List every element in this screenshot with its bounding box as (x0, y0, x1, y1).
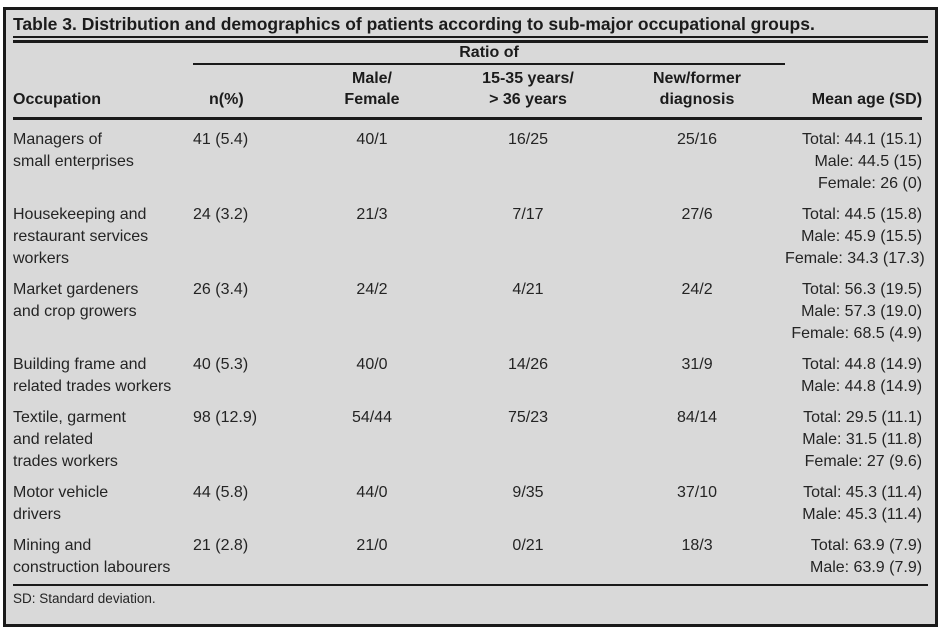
table-row: Mining and construction labourers 21 (2.8)… (13, 526, 922, 579)
cell-n-pct: 24 (3.2) (193, 206, 249, 223)
header-age-ratio: > 36 years (447, 89, 609, 120)
cell-n-pct: 44 (5.8) (193, 484, 249, 501)
footer-rule: SD: Standard deviation. (13, 584, 928, 607)
cell-mean-age: Total: 44.8 (14.9) Male: 44.8 (14.9) (801, 356, 923, 395)
cell-mean-age: Total: 44.1 (15.1) Male: 44.5 (15) Female:… (801, 131, 923, 192)
cell-n-pct: 40 (5.3) (193, 356, 249, 373)
header-male-female: Female (297, 89, 447, 120)
cell-diagnosis-ratio: 84/14 (677, 409, 718, 426)
cell-age-ratio: 0/21 (512, 537, 544, 554)
header-npct-top (193, 64, 297, 89)
cell-male-female: 40/0 (356, 356, 388, 373)
table-row: Market gardeners and crop growers 26 (3.4)… (13, 270, 922, 345)
title-rule (13, 36, 928, 43)
cell-male-female: 54/44 (351, 409, 393, 426)
cell-age-ratio: 4/21 (512, 281, 544, 298)
cell-occupation: Housekeeping and restaurant services worke… (13, 206, 149, 267)
header-npct: n(%) (193, 89, 297, 120)
header-row-top: Male/ 15-35 years/ New/former (13, 64, 922, 89)
cell-n-pct: 41 (5.4) (193, 131, 249, 148)
table-row: Building frame and related trades workers… (13, 345, 922, 398)
cell-diagnosis-ratio: 37/10 (677, 484, 718, 501)
cell-male-female: 21/0 (356, 537, 388, 554)
cell-diagnosis-ratio: 24/2 (681, 281, 713, 298)
header-mean-age-top (785, 64, 922, 89)
table-row: Motor vehicle drivers 44 (5.8) 44/0 9/35 37/1… (13, 473, 922, 526)
header-occupation-top (13, 64, 193, 89)
cell-male-female: 44/0 (356, 484, 388, 501)
header-diagnosis-top: New/former (653, 70, 742, 87)
cell-male-female: 40/1 (356, 131, 388, 148)
table-frame: Table 3. Distribution and demographics o… (3, 7, 938, 627)
header-occupation: Occupation (13, 89, 193, 120)
cell-occupation: Textile, garment and related trades worker… (13, 409, 126, 470)
header-mean-age: Mean age (SD) (785, 89, 923, 120)
table-body: Managers of small enterprises 41 (5.4) 40/1… (13, 119, 925, 580)
cell-occupation: Building frame and related trades workers (13, 356, 172, 395)
cell-diagnosis-ratio: 31/9 (681, 356, 713, 373)
header-diagnosis: diagnosis (609, 89, 786, 120)
table-row: Managers of small enterprises 41 (5.4) 40/1… (13, 119, 922, 196)
cell-n-pct: 26 (3.4) (193, 281, 249, 298)
ratio-of-spanner: Ratio of (193, 43, 786, 65)
cell-mean-age: Total: 44.5 (15.8) Male: 45.9 (15.5) Femal… (785, 206, 925, 267)
table-header: Ratio of Male/ 15-35 years/ New/former O… (13, 43, 923, 120)
header-age-ratio-top: 15-35 years/ (482, 70, 574, 87)
cell-male-female: 21/3 (356, 206, 388, 223)
cell-mean-age: Total: 56.3 (19.5) Male: 57.3 (19.0) Femal… (791, 281, 923, 342)
spanner-gap-left (13, 43, 193, 64)
table-row: Housekeeping and restaurant services worke… (13, 195, 925, 270)
spanner-gap-right (785, 43, 922, 64)
header-male-female-top: Male/ (351, 70, 392, 87)
cell-occupation: Motor vehicle drivers (13, 484, 109, 523)
cell-age-ratio: 7/17 (512, 206, 544, 223)
table-title: Table 3. Distribution and demographics o… (13, 14, 815, 34)
cell-age-ratio: 14/26 (507, 356, 549, 373)
cell-age-ratio: 16/25 (507, 131, 549, 148)
cell-mean-age: Total: 45.3 (11.4) Male: 45.3 (11.4) (802, 484, 923, 523)
table-row: Textile, garment and related trades worker… (13, 398, 922, 473)
cell-diagnosis-ratio: 25/16 (677, 131, 718, 148)
cell-mean-age: Total: 29.5 (11.1) Male: 31.5 (11.8) Femal… (802, 409, 923, 470)
cell-n-pct: 98 (12.9) (193, 409, 258, 426)
sd-footnote: SD: Standard deviation. (13, 591, 156, 606)
cell-occupation: Managers of small enterprises (13, 131, 134, 170)
cell-mean-age: Total: 63.9 (7.9) Male: 63.9 (7.9) (809, 537, 923, 576)
header-row-bottom: Occupation n(%) Female > 36 years diagno… (13, 89, 923, 120)
cell-age-ratio: 9/35 (512, 484, 544, 501)
cell-n-pct: 21 (2.8) (193, 537, 249, 554)
spanner-row: Ratio of (13, 43, 922, 65)
cell-male-female: 24/2 (356, 281, 388, 298)
cell-diagnosis-ratio: 27/6 (681, 206, 713, 223)
cell-occupation: Mining and construction labourers (13, 537, 171, 576)
cell-diagnosis-ratio: 18/3 (681, 537, 713, 554)
cell-occupation: Market gardeners and crop growers (13, 281, 139, 320)
cell-age-ratio: 75/23 (507, 409, 549, 426)
demographics-table: Ratio of Male/ 15-35 years/ New/former O… (13, 43, 925, 580)
